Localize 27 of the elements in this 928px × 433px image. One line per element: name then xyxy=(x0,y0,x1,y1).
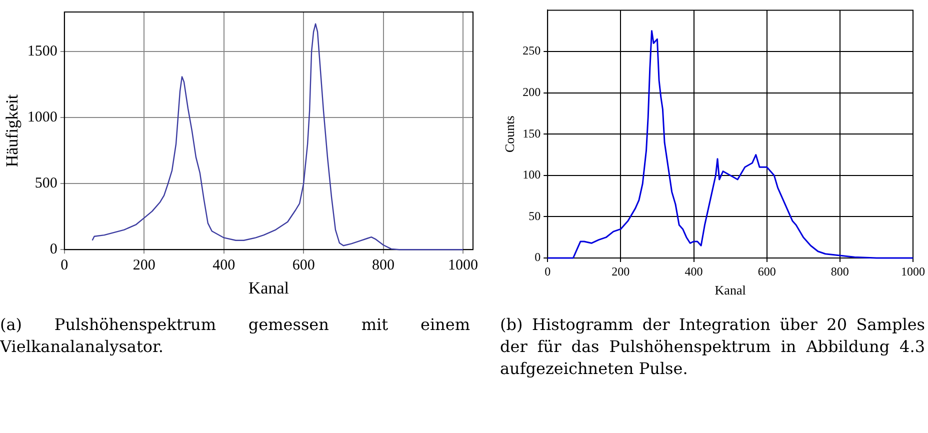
y-axis-title: Häufigkeit xyxy=(2,94,22,168)
x-tick-label: 0 xyxy=(544,264,551,278)
x-tick-label: 400 xyxy=(684,264,703,278)
y-tick-label: 250 xyxy=(522,44,541,58)
y-tick-label: 1500 xyxy=(27,44,58,60)
x-tick-label: 400 xyxy=(212,258,236,274)
x-tick-label: 200 xyxy=(132,258,156,274)
x-tick-label: 1000 xyxy=(901,264,925,278)
y-tick-label: 500 xyxy=(34,176,58,192)
x-tick-label: 800 xyxy=(372,258,395,274)
text: (b) Histogramm der Integration über 20 Samples der für das Pulshöhenspektrum in Abbildung 4.3 aufgezeichneten Pulse. xyxy=(500,314,925,380)
y-tick-label: 0 xyxy=(50,242,58,258)
y-axis-title: Counts xyxy=(502,116,518,153)
x-tick-label: 600 xyxy=(758,264,776,278)
x-tick-label: 0 xyxy=(60,258,68,274)
y-tick-label: 150 xyxy=(522,126,541,140)
y-tick-label: 100 xyxy=(522,168,541,182)
text: (a) Pulshöhenspektrum gemessen mit einem Vielkanalanalysator. xyxy=(0,314,470,358)
y-tick-label: 1000 xyxy=(27,110,58,126)
x-axis-title: Kanal xyxy=(248,278,290,298)
x-tick-label: 600 xyxy=(292,258,315,274)
x-tick-label: 800 xyxy=(830,264,849,278)
y-tick-label: 200 xyxy=(522,84,541,99)
y-tick-label: 50 xyxy=(528,208,541,223)
x-tick-label: 200 xyxy=(612,264,630,278)
x-axis-title: Kanal xyxy=(714,282,746,298)
x-tick-label: 1000 xyxy=(448,258,478,274)
